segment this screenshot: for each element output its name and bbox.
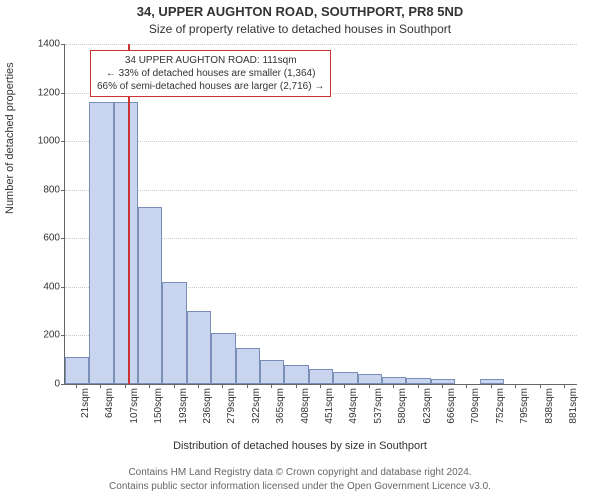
y-axis-label: Number of detached properties: [4, 62, 16, 214]
xtick-mark: [540, 384, 541, 388]
xtick-mark: [320, 384, 321, 388]
histogram-bar: [382, 377, 406, 384]
xtick-label: 279sqm: [226, 388, 237, 428]
xtick-mark: [369, 384, 370, 388]
xtick-mark: [515, 384, 516, 388]
xtick-label: 150sqm: [153, 388, 164, 428]
ytick-mark: [61, 287, 65, 288]
xtick-label: 494sqm: [348, 388, 359, 428]
footer-licence: Contains public sector information licen…: [0, 481, 600, 492]
ytick-label: 600: [43, 233, 60, 244]
xtick-mark: [296, 384, 297, 388]
xtick-label: 537sqm: [373, 388, 384, 428]
grid-line: [65, 190, 577, 192]
histogram-bar: [358, 374, 382, 384]
xtick-label: 580sqm: [397, 388, 408, 428]
ytick-mark: [61, 141, 65, 142]
xtick-mark: [125, 384, 126, 388]
histogram-bar: [309, 369, 333, 384]
xtick-mark: [271, 384, 272, 388]
xtick-label: 881sqm: [568, 388, 579, 428]
histogram-bar: [236, 348, 260, 384]
chart-title-2: Size of property relative to detached ho…: [0, 22, 600, 36]
xtick-mark: [344, 384, 345, 388]
xtick-mark: [564, 384, 565, 388]
histogram-bar: [89, 102, 113, 384]
ytick-mark: [61, 384, 65, 385]
ytick-mark: [61, 238, 65, 239]
xtick-label: 623sqm: [422, 388, 433, 428]
xtick-mark: [76, 384, 77, 388]
xtick-mark: [466, 384, 467, 388]
xtick-mark: [247, 384, 248, 388]
footer-copyright: Contains HM Land Registry data © Crown c…: [0, 467, 600, 478]
xtick-label: 408sqm: [300, 388, 311, 428]
histogram-bar: [162, 282, 186, 384]
xtick-mark: [174, 384, 175, 388]
ytick-label: 1200: [38, 87, 60, 98]
xtick-mark: [222, 384, 223, 388]
xtick-label: 236sqm: [202, 388, 213, 428]
histogram-bar: [211, 333, 235, 384]
grid-line: [65, 141, 577, 143]
xtick-label: 64sqm: [104, 388, 115, 428]
ytick-mark: [61, 44, 65, 45]
xtick-mark: [491, 384, 492, 388]
annotation-line: 66% of semi-detached houses are larger (…: [97, 80, 324, 93]
histogram-bar: [187, 311, 211, 384]
xtick-label: 666sqm: [446, 388, 457, 428]
xtick-label: 193sqm: [178, 388, 189, 428]
annotation-line: ← 33% of detached houses are smaller (1,…: [97, 67, 324, 80]
xtick-label: 752sqm: [495, 388, 506, 428]
xtick-label: 107sqm: [129, 388, 140, 428]
histogram-bar: [333, 372, 357, 384]
xtick-label: 365sqm: [275, 388, 286, 428]
ytick-label: 1400: [38, 39, 60, 50]
ytick-mark: [61, 190, 65, 191]
chart-plot-area: 34 UPPER AUGHTON ROAD: 111sqm← 33% of de…: [64, 44, 577, 385]
xtick-mark: [393, 384, 394, 388]
ytick-label: 200: [43, 330, 60, 341]
histogram-bar: [65, 357, 89, 384]
histogram-bar: [480, 379, 504, 384]
histogram-bar: [114, 102, 138, 384]
histogram-bar: [284, 365, 308, 384]
x-axis-label: Distribution of detached houses by size …: [0, 440, 600, 452]
ytick-label: 400: [43, 281, 60, 292]
chart-title-1: 34, UPPER AUGHTON ROAD, SOUTHPORT, PR8 5…: [0, 4, 600, 19]
ytick-mark: [61, 335, 65, 336]
xtick-label: 795sqm: [519, 388, 530, 428]
histogram-bar: [406, 378, 430, 384]
annotation-line: 34 UPPER AUGHTON ROAD: 111sqm: [97, 54, 324, 67]
xtick-mark: [418, 384, 419, 388]
histogram-bar: [260, 360, 284, 384]
xtick-mark: [442, 384, 443, 388]
xtick-label: 451sqm: [324, 388, 335, 428]
xtick-mark: [100, 384, 101, 388]
xtick-label: 709sqm: [470, 388, 481, 428]
annotation-box: 34 UPPER AUGHTON ROAD: 111sqm← 33% of de…: [90, 50, 331, 97]
grid-line: [65, 44, 577, 46]
ytick-label: 1000: [38, 136, 60, 147]
histogram-bar: [431, 379, 455, 384]
xtick-label: 838sqm: [544, 388, 555, 428]
xtick-mark: [198, 384, 199, 388]
histogram-bar: [138, 207, 162, 384]
ytick-label: 0: [54, 379, 60, 390]
xtick-label: 322sqm: [251, 388, 262, 428]
ytick-mark: [61, 93, 65, 94]
xtick-mark: [149, 384, 150, 388]
xtick-label: 21sqm: [80, 388, 91, 428]
ytick-label: 800: [43, 184, 60, 195]
